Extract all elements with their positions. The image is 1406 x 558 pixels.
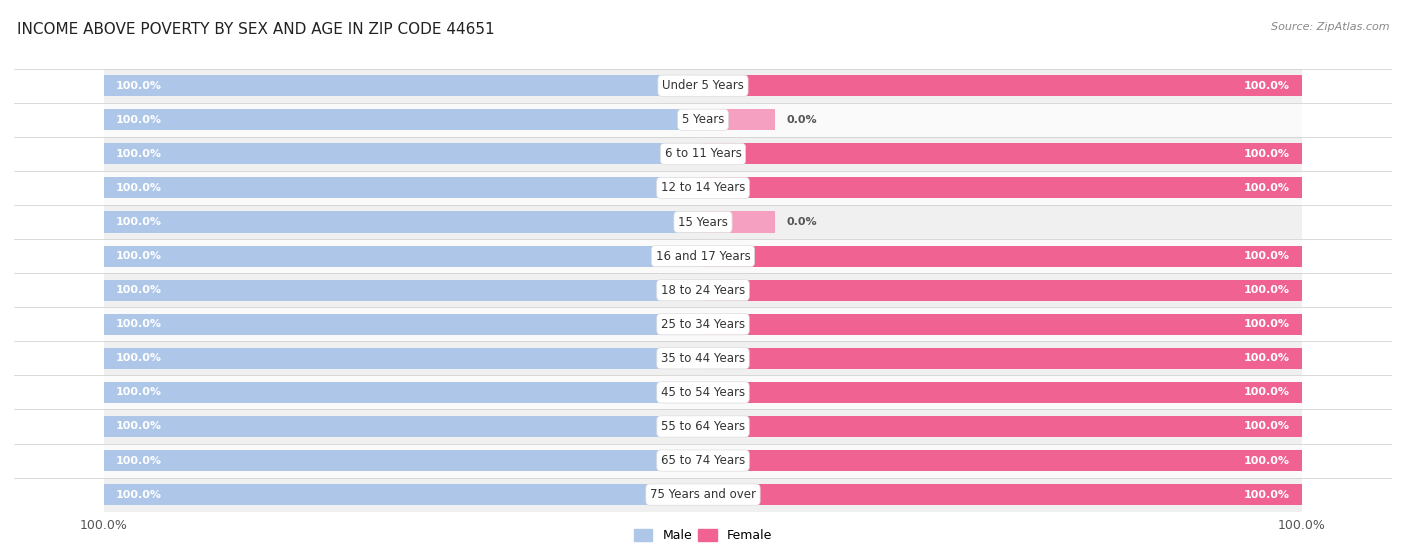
Bar — [104, 205, 1302, 239]
Text: 100.0%: 100.0% — [1244, 149, 1291, 159]
Text: 16 and 17 Years: 16 and 17 Years — [655, 249, 751, 263]
Text: 100.0%: 100.0% — [1244, 81, 1291, 91]
Text: 100.0%: 100.0% — [1244, 387, 1291, 397]
Bar — [104, 314, 703, 335]
Text: 100.0%: 100.0% — [115, 489, 162, 499]
Text: 100.0%: 100.0% — [115, 387, 162, 397]
Text: 100.0%: 100.0% — [1244, 455, 1291, 465]
Text: 100.0%: 100.0% — [1244, 251, 1291, 261]
Bar — [703, 416, 1302, 437]
Bar — [703, 211, 775, 233]
Bar — [703, 348, 1302, 369]
Bar — [104, 137, 1302, 171]
Text: 12 to 14 Years: 12 to 14 Years — [661, 181, 745, 194]
Text: Source: ZipAtlas.com: Source: ZipAtlas.com — [1271, 22, 1389, 32]
Text: 100.0%: 100.0% — [115, 149, 162, 159]
Bar — [703, 246, 1302, 267]
Bar — [104, 450, 703, 471]
Text: 100.0%: 100.0% — [115, 421, 162, 431]
Text: 100.0%: 100.0% — [1244, 285, 1291, 295]
Text: 45 to 54 Years: 45 to 54 Years — [661, 386, 745, 399]
Bar — [703, 450, 1302, 471]
Bar — [703, 280, 1302, 301]
Text: 100.0%: 100.0% — [115, 217, 162, 227]
Bar — [104, 273, 1302, 307]
Text: 100.0%: 100.0% — [115, 251, 162, 261]
Text: 100.0%: 100.0% — [1244, 489, 1291, 499]
Bar — [104, 75, 703, 97]
Text: 65 to 74 Years: 65 to 74 Years — [661, 454, 745, 467]
Bar — [703, 109, 775, 131]
Bar — [703, 75, 1302, 97]
Text: 55 to 64 Years: 55 to 64 Years — [661, 420, 745, 433]
Bar — [104, 341, 1302, 376]
Bar — [104, 103, 1302, 137]
Bar — [703, 314, 1302, 335]
Bar — [104, 246, 703, 267]
Bar — [703, 143, 1302, 165]
Bar — [104, 484, 703, 505]
Bar — [104, 143, 703, 165]
Bar — [104, 177, 703, 199]
Bar — [703, 177, 1302, 199]
Text: 100.0%: 100.0% — [115, 285, 162, 295]
Bar — [104, 416, 703, 437]
Text: 100.0%: 100.0% — [115, 455, 162, 465]
Bar — [104, 410, 1302, 444]
Text: 100.0%: 100.0% — [1244, 183, 1291, 193]
Bar — [104, 376, 1302, 410]
Text: 100.0%: 100.0% — [1244, 353, 1291, 363]
Bar — [703, 382, 1302, 403]
Bar — [104, 348, 703, 369]
Text: 0.0%: 0.0% — [787, 115, 817, 125]
Text: 75 Years and over: 75 Years and over — [650, 488, 756, 501]
Bar — [104, 307, 1302, 341]
Text: INCOME ABOVE POVERTY BY SEX AND AGE IN ZIP CODE 44651: INCOME ABOVE POVERTY BY SEX AND AGE IN Z… — [17, 22, 495, 37]
Bar — [104, 239, 1302, 273]
Bar — [104, 211, 703, 233]
Text: 5 Years: 5 Years — [682, 113, 724, 126]
Text: 100.0%: 100.0% — [1244, 319, 1291, 329]
Text: 100.0%: 100.0% — [115, 353, 162, 363]
Bar — [703, 484, 1302, 505]
Text: 100.0%: 100.0% — [115, 115, 162, 125]
Text: 100.0%: 100.0% — [115, 319, 162, 329]
Text: 100.0%: 100.0% — [115, 183, 162, 193]
Text: 100.0%: 100.0% — [1244, 421, 1291, 431]
Text: 0.0%: 0.0% — [787, 217, 817, 227]
Text: 6 to 11 Years: 6 to 11 Years — [665, 147, 741, 160]
Bar — [104, 69, 1302, 103]
Text: 100.0%: 100.0% — [115, 81, 162, 91]
Text: 15 Years: 15 Years — [678, 215, 728, 229]
Bar — [104, 109, 703, 131]
Bar — [104, 382, 703, 403]
Text: 18 to 24 Years: 18 to 24 Years — [661, 283, 745, 297]
Bar — [104, 171, 1302, 205]
Bar — [104, 280, 703, 301]
Bar — [104, 444, 1302, 478]
Text: 35 to 44 Years: 35 to 44 Years — [661, 352, 745, 365]
Text: 25 to 34 Years: 25 to 34 Years — [661, 318, 745, 331]
Bar — [104, 478, 1302, 512]
Legend: Male, Female: Male, Female — [628, 525, 778, 547]
Text: Under 5 Years: Under 5 Years — [662, 79, 744, 92]
